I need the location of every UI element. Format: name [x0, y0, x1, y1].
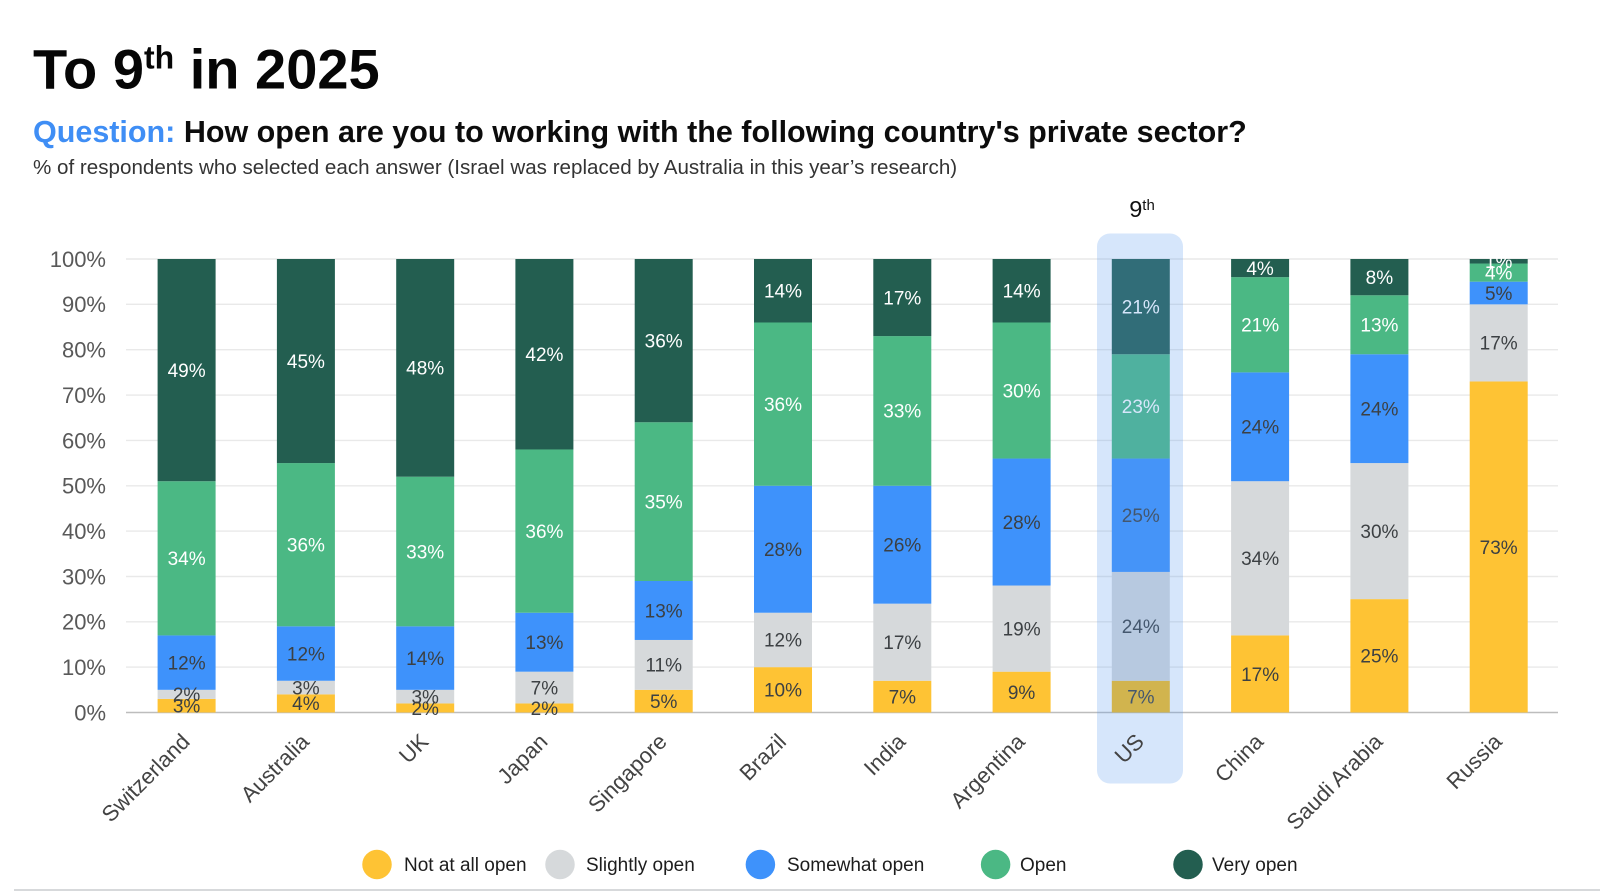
svg-text:17%: 17% [1480, 334, 1518, 355]
svg-text:Very open: Very open [1212, 855, 1298, 876]
svg-text:14%: 14% [406, 649, 444, 670]
svg-text:7%: 7% [1127, 687, 1155, 708]
svg-text:24%: 24% [1360, 399, 1398, 420]
svg-text:China: China [1210, 728, 1269, 787]
svg-text:12%: 12% [764, 631, 802, 652]
svg-text:26%: 26% [883, 536, 921, 557]
svg-text:90%: 90% [62, 292, 106, 317]
svg-text:40%: 40% [62, 519, 106, 544]
svg-text:28%: 28% [1003, 513, 1041, 534]
svg-text:3%: 3% [173, 697, 201, 718]
svg-text:20%: 20% [62, 610, 106, 635]
svg-text:Russia: Russia [1442, 728, 1508, 794]
svg-text:45%: 45% [287, 352, 325, 373]
svg-text:7%: 7% [531, 678, 559, 699]
svg-text:12%: 12% [168, 653, 206, 674]
svg-text:24%: 24% [1122, 617, 1160, 638]
svg-text:25%: 25% [1122, 506, 1160, 527]
svg-text:Slightly open: Slightly open [586, 855, 695, 876]
svg-text:73%: 73% [1480, 538, 1518, 559]
svg-text:Not at all open: Not at all open [404, 855, 527, 876]
svg-text:Australia: Australia [236, 728, 315, 807]
svg-text:9th: 9th [1129, 196, 1155, 222]
svg-text:60%: 60% [62, 428, 106, 453]
svg-text:5%: 5% [1485, 284, 1513, 305]
svg-text:Somewhat open: Somewhat open [787, 855, 924, 876]
svg-text:80%: 80% [62, 338, 106, 363]
svg-text:5%: 5% [650, 692, 678, 713]
svg-text:Japan: Japan [492, 729, 552, 789]
svg-text:2%: 2% [411, 699, 439, 720]
svg-text:Argentina: Argentina [945, 728, 1030, 813]
svg-text:Singapore: Singapore [583, 729, 672, 818]
svg-text:50%: 50% [62, 474, 106, 499]
svg-text:19%: 19% [1003, 619, 1041, 640]
svg-text:30%: 30% [1360, 522, 1398, 543]
svg-text:India: India [859, 728, 911, 780]
svg-text:24%: 24% [1241, 418, 1279, 439]
svg-text:21%: 21% [1122, 297, 1160, 318]
svg-text:14%: 14% [764, 282, 802, 303]
svg-text:10%: 10% [62, 655, 106, 680]
svg-text:7%: 7% [889, 687, 917, 708]
svg-text:36%: 36% [645, 331, 683, 352]
svg-text:35%: 35% [645, 492, 683, 513]
svg-text:100%: 100% [50, 247, 106, 272]
svg-text:49%: 49% [168, 361, 206, 382]
svg-text:36%: 36% [525, 522, 563, 543]
svg-text:13%: 13% [645, 601, 683, 622]
svg-text:17%: 17% [883, 633, 921, 654]
svg-text:33%: 33% [883, 402, 921, 423]
svg-text:33%: 33% [406, 542, 444, 563]
svg-text:10%: 10% [764, 681, 802, 702]
svg-text:42%: 42% [525, 345, 563, 366]
svg-text:2%: 2% [531, 699, 559, 720]
svg-text:1%: 1% [1485, 252, 1513, 273]
svg-text:13%: 13% [525, 633, 563, 654]
svg-text:4%: 4% [292, 694, 320, 715]
svg-text:4%: 4% [1246, 259, 1274, 280]
svg-text:25%: 25% [1360, 647, 1398, 668]
svg-text:30%: 30% [62, 564, 106, 589]
svg-text:4%: 4% [1485, 263, 1513, 284]
svg-text:11%: 11% [645, 656, 682, 677]
svg-text:17%: 17% [1241, 665, 1279, 686]
svg-text:36%: 36% [287, 536, 325, 557]
svg-text:13%: 13% [1360, 316, 1398, 337]
svg-text:9%: 9% [1008, 683, 1036, 704]
svg-text:Switzerland: Switzerland [97, 729, 195, 827]
svg-text:34%: 34% [168, 549, 206, 570]
svg-text:0%: 0% [74, 700, 106, 725]
svg-text:3%: 3% [292, 678, 320, 699]
svg-text:36%: 36% [764, 395, 802, 416]
svg-text:28%: 28% [764, 540, 802, 561]
svg-text:To 9th in 2025: To 9th in 2025 [33, 38, 380, 101]
svg-text:12%: 12% [287, 644, 325, 665]
svg-text:34%: 34% [1241, 549, 1279, 570]
svg-text:Open: Open [1020, 855, 1066, 876]
svg-text:48%: 48% [406, 359, 444, 380]
svg-text:Brazil: Brazil [734, 729, 791, 786]
svg-text:17%: 17% [883, 288, 921, 309]
svg-text:8%: 8% [1366, 268, 1394, 289]
svg-text:2%: 2% [173, 685, 201, 706]
svg-text:23%: 23% [1122, 397, 1160, 418]
svg-text:UK: UK [394, 729, 434, 769]
svg-text:3%: 3% [411, 687, 439, 708]
svg-text:30%: 30% [1003, 381, 1041, 402]
svg-text:14%: 14% [1003, 282, 1041, 303]
svg-text:21%: 21% [1241, 316, 1279, 337]
svg-text:70%: 70% [62, 383, 106, 408]
svg-text:Saudi Arabia: Saudi Arabia [1282, 728, 1388, 834]
